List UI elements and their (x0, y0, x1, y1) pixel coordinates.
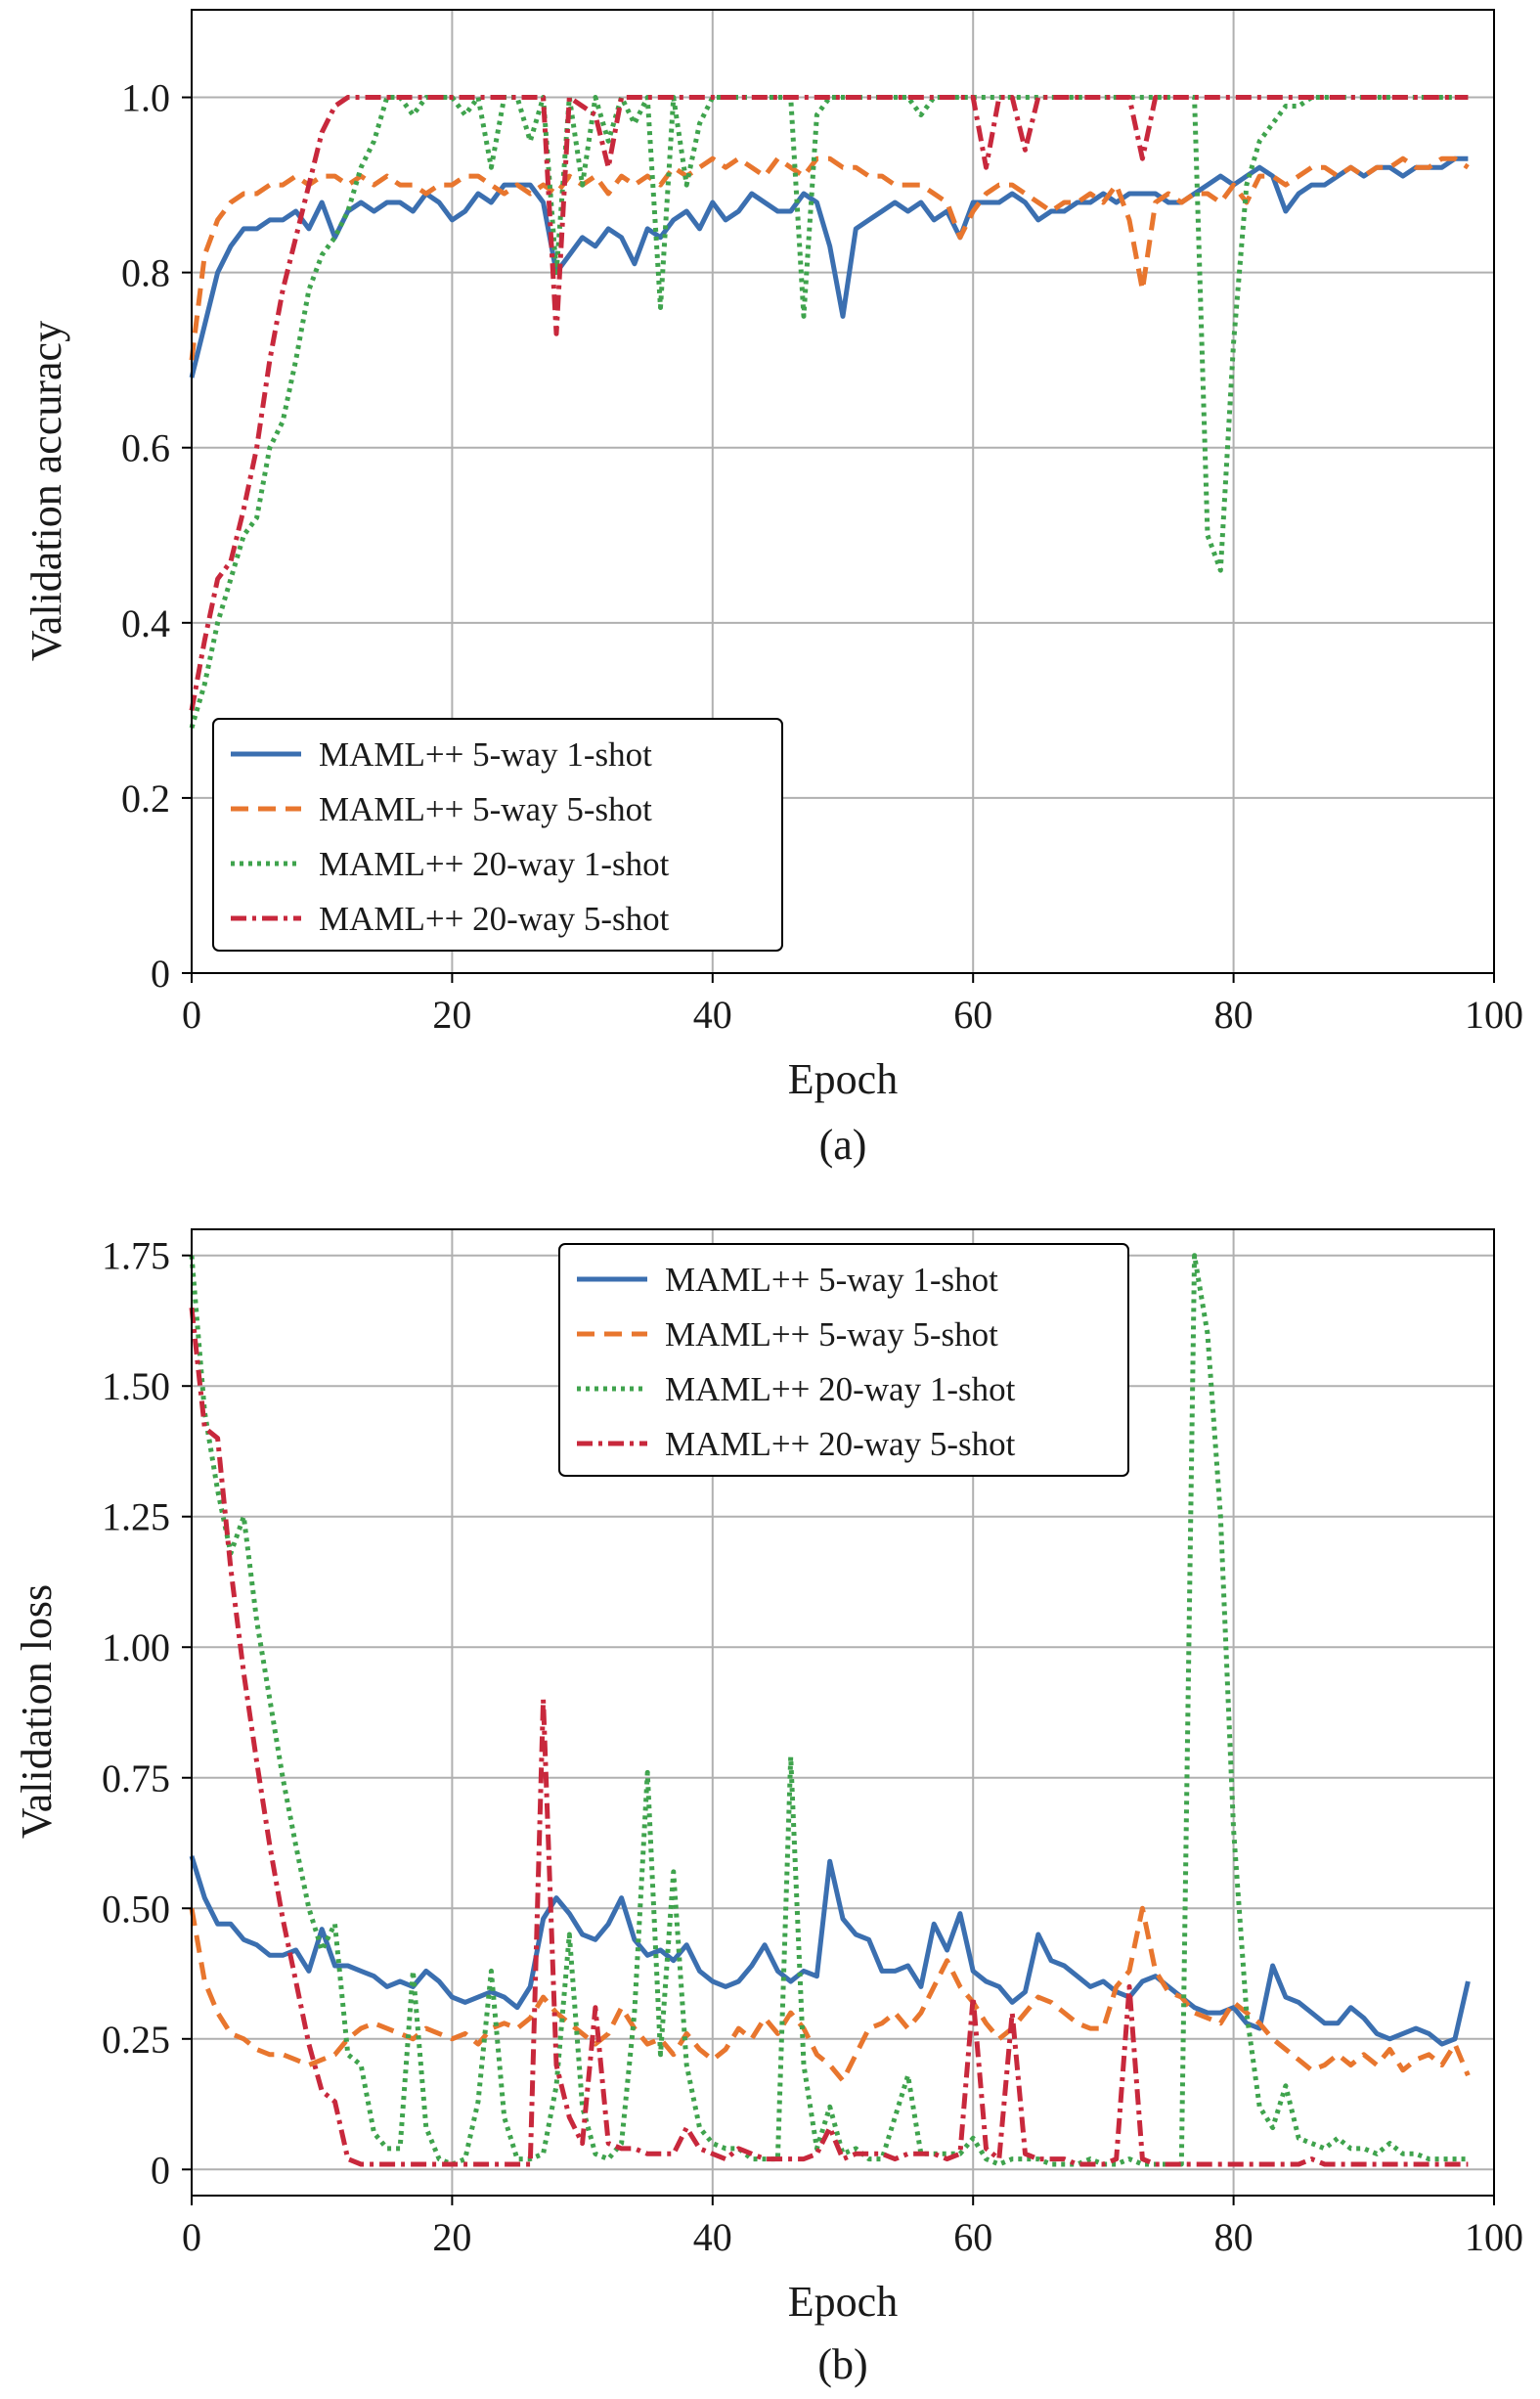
legend: MAML++ 5-way 1-shot MAML++ 5-way 5-shot MA… (212, 718, 783, 952)
y-tick-label: 0.25 (102, 2018, 170, 2062)
x-tick-label: 100 (1465, 993, 1523, 1037)
y-tick-label: 0.2 (121, 777, 170, 821)
x-tick-label: 80 (1214, 993, 1254, 1037)
x-tick-label: 0 (182, 993, 201, 1037)
legend-label-3: MAML++ 20-way 1-shot (665, 1370, 1016, 1408)
legend-label-4: MAML++ 20-way 5-shot (665, 1425, 1016, 1463)
y-tick-label: 0.50 (102, 1887, 170, 1931)
x-tick-label: 100 (1465, 2215, 1523, 2259)
series-line-3 (189, 1253, 1469, 2167)
y-tick-label: 1.25 (102, 1495, 170, 1539)
axes-frame (191, 1228, 1495, 2197)
y-axis-label: Validation loss (13, 1584, 61, 1839)
y-tick-label: 0.8 (121, 251, 170, 295)
series-line-1 (189, 1855, 1471, 2047)
series-line-4 (189, 95, 1469, 711)
y-tick-label: 1.0 (121, 76, 170, 120)
legend-label-2: MAML++ 5-way 5-shot (665, 1315, 998, 1354)
series-line-2 (189, 1905, 1471, 2083)
y-tick-label: 1.00 (102, 1625, 170, 1669)
y-tick-label: 1.75 (102, 1234, 170, 1278)
legend-box (558, 1243, 1129, 1477)
legend-label-1: MAML++ 5-way 1-shot (665, 1261, 998, 1299)
x-tick-label: 60 (953, 2215, 992, 2259)
y-tick-label: 0.4 (121, 601, 170, 645)
legend: MAML++ 5-way 1-shot MAML++ 5-way 5-shot MA… (558, 1243, 1129, 1477)
y-tick-label: 0.75 (102, 1756, 170, 1800)
x-tick-label: 20 (432, 993, 471, 1037)
x-tick-label: 40 (693, 993, 732, 1037)
series-line-4 (189, 1307, 1469, 2167)
axes-frame (191, 9, 1495, 974)
x-axis-label: Epoch (788, 2278, 898, 2326)
panel-caption: (b) (817, 2340, 867, 2388)
y-tick-label: 0 (151, 952, 170, 996)
series-line-1 (189, 155, 1469, 378)
legend-label-3: MAML++ 20-way 1-shot (319, 845, 670, 883)
legend-label-4: MAML++ 20-way 5-shot (319, 900, 670, 938)
y-tick-label: 1.50 (102, 1364, 170, 1408)
chart-panel-accuracy: 0 20 40 60 80 100 0 0.2 0.4 0.6 0.8 1.0 Epoch Validat… (22, 9, 1523, 1169)
x-tick-label: 40 (693, 2215, 732, 2259)
x-axis-label: Epoch (788, 1055, 898, 1103)
x-tick-label: 60 (953, 993, 992, 1037)
y-tick-label: 0.6 (121, 426, 170, 470)
legend-box (212, 718, 783, 952)
y-axis-label: Validation accuracy (22, 321, 70, 661)
x-tick-label: 80 (1214, 2215, 1254, 2259)
x-tick-label: 20 (432, 2215, 471, 2259)
legend-label-1: MAML++ 5-way 1-shot (319, 735, 652, 774)
series-line-2 (189, 155, 1470, 361)
legend-label-2: MAML++ 5-way 5-shot (319, 790, 652, 828)
x-tick-label: 0 (182, 2215, 201, 2259)
chart-panel-loss: 0 20 40 60 80 100 0 0.25 0.50 0.75 1.00 1.25 1.50 1.7… (13, 1228, 1523, 2388)
y-tick-label: 0 (151, 2148, 170, 2192)
panel-caption: (a) (819, 1121, 867, 1169)
